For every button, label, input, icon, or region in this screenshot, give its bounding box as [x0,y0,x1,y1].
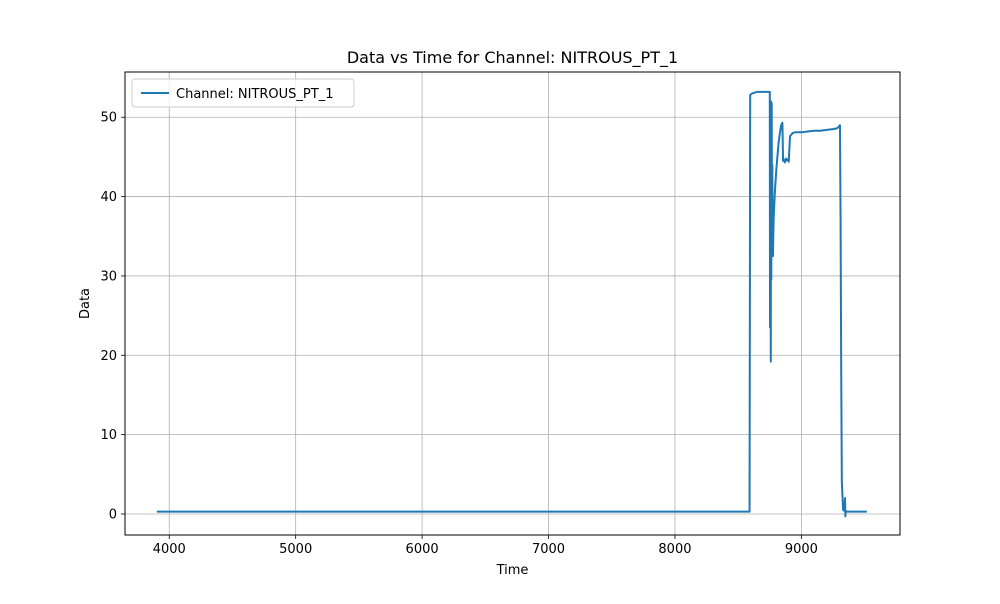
y-tick-label: 20 [100,349,117,364]
plot-area [156,90,867,518]
x-tick-label: 5000 [279,542,312,557]
legend-box [131,78,355,108]
y-tick-label: 10 [100,428,117,443]
x-tick-label: 8000 [658,542,691,557]
y-axis-label: Data [78,288,93,319]
y-tick-label: 40 [100,190,117,205]
chart-title: Data vs Time for Channel: NITROUS_PT_1 [347,48,678,68]
x-axis-label: Time [496,563,529,578]
x-tick-label: 7000 [532,542,565,557]
axes-frame [124,71,901,536]
axis-ticks: 4000 5000 6000 7000 8000 9000 0 10 20 30 40 50 [100,111,817,557]
x-tick-label: 4000 [153,542,186,557]
series-line [156,90,867,518]
x-tick-label: 6000 [406,542,439,557]
legend: Channel: NITROUS_PT_1 [131,78,355,108]
x-tick-label: 9000 [785,542,818,557]
y-tick-label: 0 [109,507,117,522]
y-tick-label: 30 [100,269,117,284]
y-tick-label: 50 [100,111,117,126]
legend-label: Channel: NITROUS_PT_1 [176,87,333,102]
